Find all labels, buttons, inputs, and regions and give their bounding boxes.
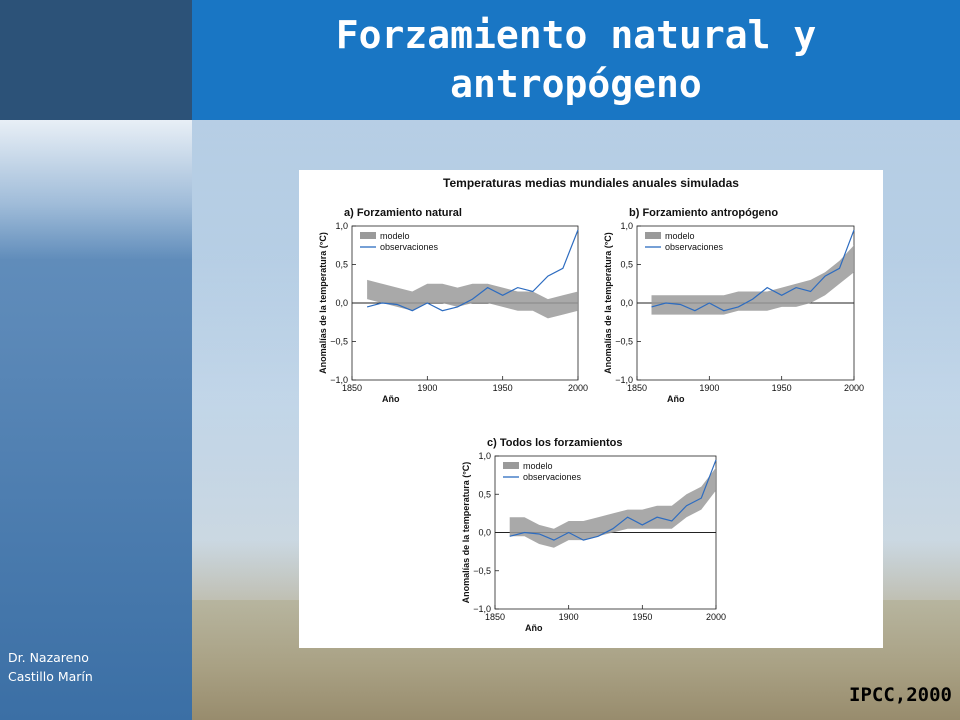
- panel-a-ytick-label: 0,5: [335, 260, 348, 270]
- figure-canvas: Temperaturas medias mundiales anuales si…: [318, 176, 864, 633]
- panel-b-xtick-label: 1950: [772, 383, 792, 393]
- panel-b-legend-label-observaciones: observaciones: [665, 242, 724, 252]
- panel-b-ytick-label: 0,5: [620, 260, 633, 270]
- slide-title-line-1: Forzamiento natural y: [335, 13, 817, 58]
- panel-c-ytick-label: 0,0: [478, 528, 491, 538]
- figure-image: Temperaturas medias mundiales anuales si…: [299, 170, 883, 648]
- panel-c-xtick-label: 1900: [559, 612, 579, 622]
- sidebar-highlight: [0, 120, 192, 260]
- panel-a-legend-swatch-modelo: [360, 232, 376, 239]
- sidebar-panel: [0, 0, 192, 720]
- panel-a-ytick-label: −0,5: [330, 337, 348, 347]
- panel-a-xtick-label: 2000: [568, 383, 588, 393]
- panel-c-xtick-label: 1950: [632, 612, 652, 622]
- panel-c-ytick-label: 0,5: [478, 489, 491, 499]
- panel-a-ytick-label: 1,0: [335, 221, 348, 231]
- panel-c-legend-label-observaciones: observaciones: [523, 472, 582, 482]
- panel-a-ytick-label: −1,0: [330, 375, 348, 385]
- panel-a-legend-label-observaciones: observaciones: [380, 242, 439, 252]
- slide-title-line-2: antropógeno: [450, 62, 702, 106]
- slide-title: Forzamiento natural y antropógeno: [336, 11, 816, 108]
- title-bar: Forzamiento natural y antropógeno: [192, 0, 960, 120]
- panel-b-ylabel: Anomalías de la temperatura (°C): [603, 232, 613, 374]
- figure-title: Temperaturas medias mundiales anuales si…: [443, 176, 739, 190]
- panel-b-xlabel: Año: [667, 394, 685, 404]
- panel-a-ylabel: Anomalías de la temperatura (°C): [318, 232, 328, 374]
- panel-b-legend-swatch-modelo: [645, 232, 661, 239]
- panel-a-xlabel: Año: [382, 394, 400, 404]
- panel-c-series-observaciones: [509, 459, 717, 541]
- panel-b-ytick-label: 0,0: [620, 298, 633, 308]
- panel-c-legend-swatch-modelo: [503, 462, 519, 469]
- panel-b-xtick-label: 2000: [844, 383, 864, 393]
- panel-c-xtick-label: 2000: [706, 612, 726, 622]
- panel-b-xtick-label: 1850: [627, 383, 647, 393]
- source-credit: IPCC,2000: [849, 684, 952, 706]
- panel-b-ytick-label: −0,5: [615, 337, 633, 347]
- panel-c-ytick-label: −1,0: [473, 604, 491, 614]
- author-credit: Dr. Nazareno Castillo Marín: [8, 648, 93, 686]
- panel-c-ytick-label: −0,5: [473, 566, 491, 576]
- panel-c-title: c) Todos los forzamientos: [487, 437, 622, 449]
- sidebar-top-block: [0, 0, 192, 120]
- panel-a-xtick-label: 1850: [342, 383, 362, 393]
- panel-a-title: a) Forzamiento natural: [344, 207, 462, 219]
- panel-c-xlabel: Año: [525, 623, 543, 633]
- panel-a-series-observaciones: [366, 229, 579, 312]
- panel-b-series-observaciones: [651, 229, 855, 312]
- panel-b-legend-label-modelo: modelo: [665, 231, 695, 241]
- panel-a-xtick-label: 1950: [493, 383, 513, 393]
- author-line-1: Dr. Nazareno: [8, 650, 89, 665]
- panel-c-ytick-label: 1,0: [478, 451, 491, 461]
- panel-a-legend-label-modelo: modelo: [380, 231, 410, 241]
- panel-c-legend-label-modelo: modelo: [523, 461, 553, 471]
- panel-b-xtick-label: 1900: [699, 383, 719, 393]
- panel-b-ytick-label: −1,0: [615, 375, 633, 385]
- panel-b-ytick-label: 1,0: [620, 221, 633, 231]
- panel-a-xtick-label: 1900: [417, 383, 437, 393]
- panel-a-ytick-label: 0,0: [335, 298, 348, 308]
- panel-c-ylabel: Anomalías de la temperatura (°C): [461, 462, 471, 604]
- author-line-2: Castillo Marín: [8, 669, 93, 684]
- panel-b-title: b) Forzamiento antropógeno: [629, 207, 778, 219]
- panel-c-series-modelo: [509, 467, 716, 548]
- panel-b-series-modelo: [651, 245, 854, 315]
- panel-c-xtick-label: 1850: [485, 612, 505, 622]
